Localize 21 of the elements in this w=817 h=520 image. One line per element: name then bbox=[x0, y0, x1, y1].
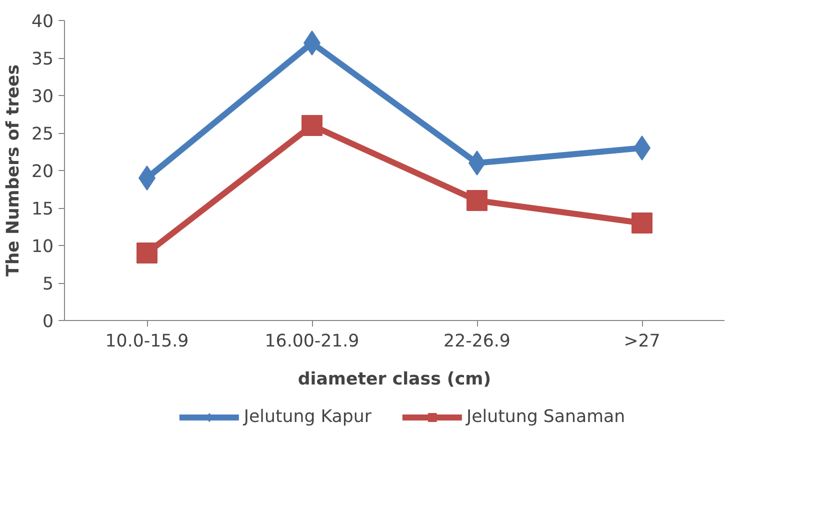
y-tick-label: 10 bbox=[31, 237, 54, 257]
y-tick-label: 35 bbox=[31, 50, 54, 70]
point bbox=[466, 190, 488, 211]
point bbox=[632, 212, 652, 234]
legend-label: Jelutung Kapur bbox=[244, 407, 372, 427]
x-tick-label: 16.00-21.9 bbox=[264, 332, 360, 352]
point bbox=[136, 242, 158, 264]
y-tick-label: 30 bbox=[31, 87, 54, 107]
point bbox=[302, 115, 322, 136]
y-tick-label: 25 bbox=[31, 124, 54, 144]
y-tick-label: 0 bbox=[42, 312, 54, 332]
x-axis-title: diameter class (cm) bbox=[298, 370, 492, 390]
y-tick-label: 5 bbox=[42, 274, 54, 294]
x-tick-label: 22-26.9 bbox=[444, 332, 510, 352]
legend-label: Jelutung Sanaman bbox=[466, 407, 626, 427]
y-tick-label: 40 bbox=[31, 12, 54, 32]
x-tick-label: 10.0-15.9 bbox=[105, 332, 189, 352]
y-axis-title: The Numbers of trees bbox=[3, 64, 24, 277]
y-tick-label: 20 bbox=[31, 162, 54, 182]
y-tick-label: 15 bbox=[31, 200, 54, 220]
x-tick-label: >27 bbox=[624, 332, 660, 352]
